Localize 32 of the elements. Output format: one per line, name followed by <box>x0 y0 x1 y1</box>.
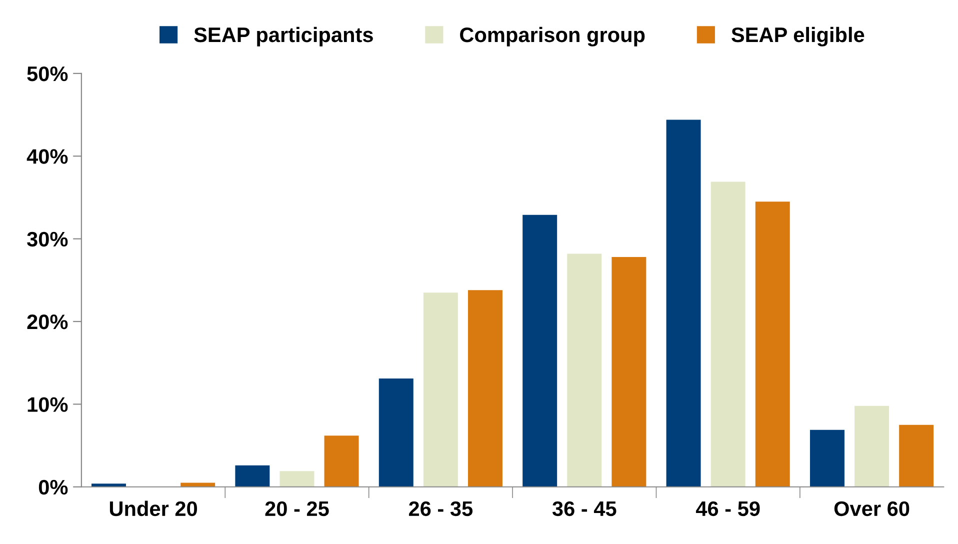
bar <box>280 471 314 487</box>
x-tick-label: 20 - 25 <box>265 501 329 516</box>
bar <box>854 406 890 487</box>
bar <box>468 290 502 487</box>
bar <box>612 257 646 487</box>
legend-label: Comparison group <box>460 26 645 46</box>
bar <box>91 484 126 487</box>
bar <box>810 430 844 487</box>
y-tick-label: 10% <box>28 397 68 412</box>
legend-label: SEAP participants <box>194 26 373 46</box>
y-tick-label: 30% <box>27 232 68 247</box>
bar <box>899 424 934 487</box>
legend-label: SEAP eligible <box>732 26 864 46</box>
y-tick-label: 20% <box>27 314 68 330</box>
bar <box>755 202 790 487</box>
x-tick-label: 26 - 35 <box>408 501 473 516</box>
x-tick-label: 36 - 45 <box>552 501 616 516</box>
y-tick-label: 50% <box>27 66 68 82</box>
y-tick-label: 40% <box>26 149 68 164</box>
bar <box>235 465 270 487</box>
bar <box>423 292 458 487</box>
x-tick-label: Over 60 <box>834 501 910 516</box>
bar <box>180 482 216 487</box>
bar <box>378 378 414 487</box>
x-tick-label: Under 20 <box>110 500 198 516</box>
bar <box>567 254 602 487</box>
bar <box>710 182 746 487</box>
y-tick-label: 0% <box>38 480 68 495</box>
bar <box>324 436 359 487</box>
bar <box>666 120 701 487</box>
x-tick-label: 46 - 59 <box>696 501 760 516</box>
bar <box>522 214 558 487</box>
